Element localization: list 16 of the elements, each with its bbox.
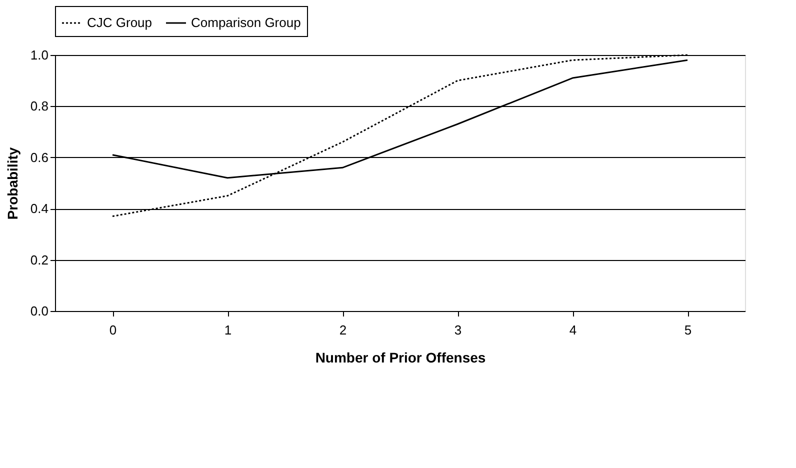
x-tick-label: 2	[339, 322, 347, 338]
y-axis-title: Probability	[4, 147, 20, 220]
y-tick-label: 0.8	[30, 98, 48, 114]
x-tick-label: 5	[684, 322, 692, 338]
legend-label: Comparison Group	[191, 15, 301, 30]
x-tick-label: 3	[454, 322, 462, 338]
legend-label: CJC Group	[87, 15, 152, 30]
y-tick-label: 1.0	[30, 48, 48, 62]
y-tick-label: 0.4	[30, 201, 48, 216]
y-tick-label: 0.6	[30, 150, 48, 165]
x-axis-title: Number of Prior Offenses	[315, 350, 486, 366]
x-tick-label: 4	[569, 322, 577, 338]
x-tick-label: 0	[109, 322, 117, 338]
x-tick-label: 1	[224, 322, 232, 338]
y-tick-label: 0.2	[30, 252, 48, 268]
y-tick-label: 0.0	[30, 304, 48, 318]
